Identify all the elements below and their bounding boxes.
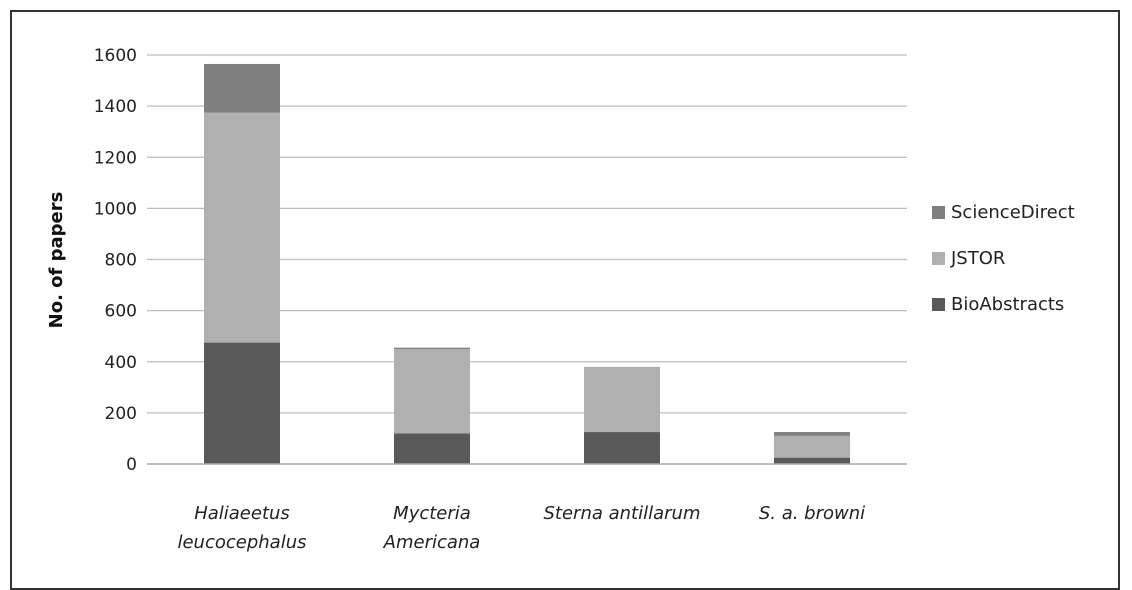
- y-tick-label: 800: [105, 251, 137, 271]
- bar-segment-bioabstracts: [204, 342, 280, 464]
- bar-segment-sciencedirect: [204, 63, 280, 113]
- stacked-bar-chart: 0 200 400 600 800 1000 1200 1400 1600 Haliaeetus…: [46, 46, 1075, 553]
- x-category-label: Mycteria: [393, 503, 471, 524]
- y-tick-label: 1600: [94, 46, 137, 66]
- x-category-label: Americana: [383, 532, 481, 553]
- bar-segment-jstor: [394, 348, 470, 434]
- bar-segment-bioabstracts: [394, 433, 470, 464]
- legend-swatch-bioabstracts: [932, 298, 945, 311]
- x-category-label: leucocephalus: [177, 532, 306, 553]
- y-tick-label: 400: [105, 353, 137, 373]
- legend-label-bioabstracts: BioAbstracts: [951, 294, 1064, 315]
- y-tick-label: 1400: [94, 97, 137, 117]
- x-category-label: S. a. browni: [759, 503, 865, 524]
- bar-segment-bioabstracts: [584, 432, 660, 464]
- y-tick-labels: 0 200 400 600 800 1000 1200 1400 1600: [94, 46, 137, 475]
- bar-segment-bioabstracts: [774, 457, 850, 464]
- bar-segment-sciencedirect: [394, 347, 470, 349]
- bar-segment-jstor: [204, 112, 280, 343]
- x-category-label: Haliaeetus: [194, 503, 290, 524]
- bar-segment-jstor: [584, 366, 660, 433]
- legend-label-jstor: JSTOR: [950, 248, 1005, 269]
- y-tick-label: 200: [105, 404, 137, 424]
- x-category-label: Sterna antillarum: [544, 503, 701, 524]
- y-axis-title: No. of papers: [46, 192, 67, 329]
- legend-swatch-sciencedirect: [932, 206, 945, 219]
- bar-segment-jstor: [774, 435, 850, 458]
- y-tick-label: 0: [126, 455, 137, 475]
- y-tick-label: 1200: [94, 148, 137, 168]
- y-tick-label: 1000: [94, 199, 137, 219]
- legend-label-sciencedirect: ScienceDirect: [951, 202, 1075, 223]
- bar-segment-sciencedirect: [774, 432, 850, 436]
- x-category-labels: Haliaeetus leucocephalus Mycteria Americana…: [177, 503, 865, 553]
- y-tick-label: 600: [105, 302, 137, 322]
- bars: [204, 63, 850, 464]
- legend: ScienceDirect JSTOR BioAbstracts: [932, 202, 1075, 315]
- legend-swatch-jstor: [932, 252, 945, 265]
